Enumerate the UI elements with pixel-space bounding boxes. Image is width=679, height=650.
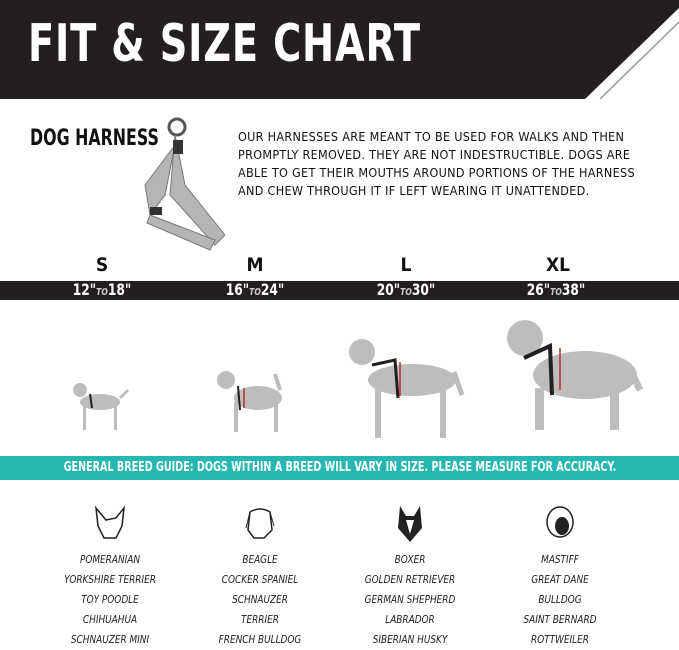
dog-small xyxy=(73,383,130,430)
dog-xl xyxy=(507,320,644,430)
dog-illustrations xyxy=(73,320,644,438)
header-banner xyxy=(0,0,679,100)
breed-item: SCHNAUZER xyxy=(232,593,288,606)
breed-item: MASTIFF xyxy=(541,553,579,566)
mastiff-head-icon xyxy=(546,506,574,538)
breed-item: FRENCH BULLDOG xyxy=(218,633,302,646)
breed-column-small: POMERANIAN YORKSHIRE TERRIER TOY POODLE … xyxy=(30,504,190,650)
breed-item: BEAGLE xyxy=(242,553,278,566)
dog-medium xyxy=(217,371,282,432)
size-l-range: 20"TO30" xyxy=(376,280,436,299)
breed-item: SAINT BERNARD xyxy=(523,613,597,626)
breed-item: YORKSHIRE TERRIER xyxy=(64,573,156,586)
size-s-label: S xyxy=(95,254,109,276)
product-description: OUR HARNESSES ARE MEANT TO BE USED FOR W… xyxy=(238,129,635,198)
size-s-range: 12"TO18" xyxy=(72,280,132,299)
beagle-head-icon xyxy=(245,508,275,539)
size-l-label: L xyxy=(400,254,412,276)
product-name: DOG HARNESS xyxy=(30,126,159,151)
breed-column-large: BOXER GOLDEN RETRIEVER GERMAN SHEPHERD L… xyxy=(330,504,490,650)
breed-item: BOXER xyxy=(394,553,426,566)
breed-item: TERRIER xyxy=(241,613,279,626)
dog-large xyxy=(349,339,465,438)
size-xl-label: XL xyxy=(545,254,571,276)
breed-item: GERMAN SHEPHERD xyxy=(364,593,456,606)
size-range-bar xyxy=(0,281,679,300)
harness-image xyxy=(144,117,225,251)
breed-column-xl: MASTIFF GREAT DANE BULLDOG SAINT BERNARD… xyxy=(480,504,640,650)
breed-item: GOLDEN RETRIEVER xyxy=(364,573,456,586)
breed-item: BULLDOG xyxy=(538,593,582,606)
breed-guide-banner: GENERAL BREED GUIDE: DOGS WITHIN A BREED… xyxy=(0,456,679,480)
breed-item: LABRADOR xyxy=(385,613,435,626)
breed-item: CHIHUAHUA xyxy=(82,613,138,626)
breed-column-medium: BEAGLE COCKER SPANIEL SCHNAUZER TERRIER … xyxy=(180,504,340,650)
breed-item: SIBERIAN HUSKY xyxy=(372,633,448,646)
breed-item: GREAT DANE xyxy=(531,573,589,586)
size-m-range: 16"TO24" xyxy=(225,280,285,299)
breed-item: SCHNAUZER MINI xyxy=(70,633,150,646)
breed-item: COCKER SPANIEL xyxy=(221,573,299,586)
husky-head-icon xyxy=(398,506,422,542)
size-m-label: M xyxy=(246,254,264,276)
breed-item: ROTTWEILER xyxy=(531,633,589,646)
chihuahua-head-icon xyxy=(94,505,126,539)
breed-item: TOY POODLE xyxy=(81,593,139,606)
size-xl-range: 26"TO38" xyxy=(526,280,586,299)
page-title: FIT & SIZE CHART xyxy=(28,14,421,74)
breed-item: POMERANIAN xyxy=(79,553,141,566)
